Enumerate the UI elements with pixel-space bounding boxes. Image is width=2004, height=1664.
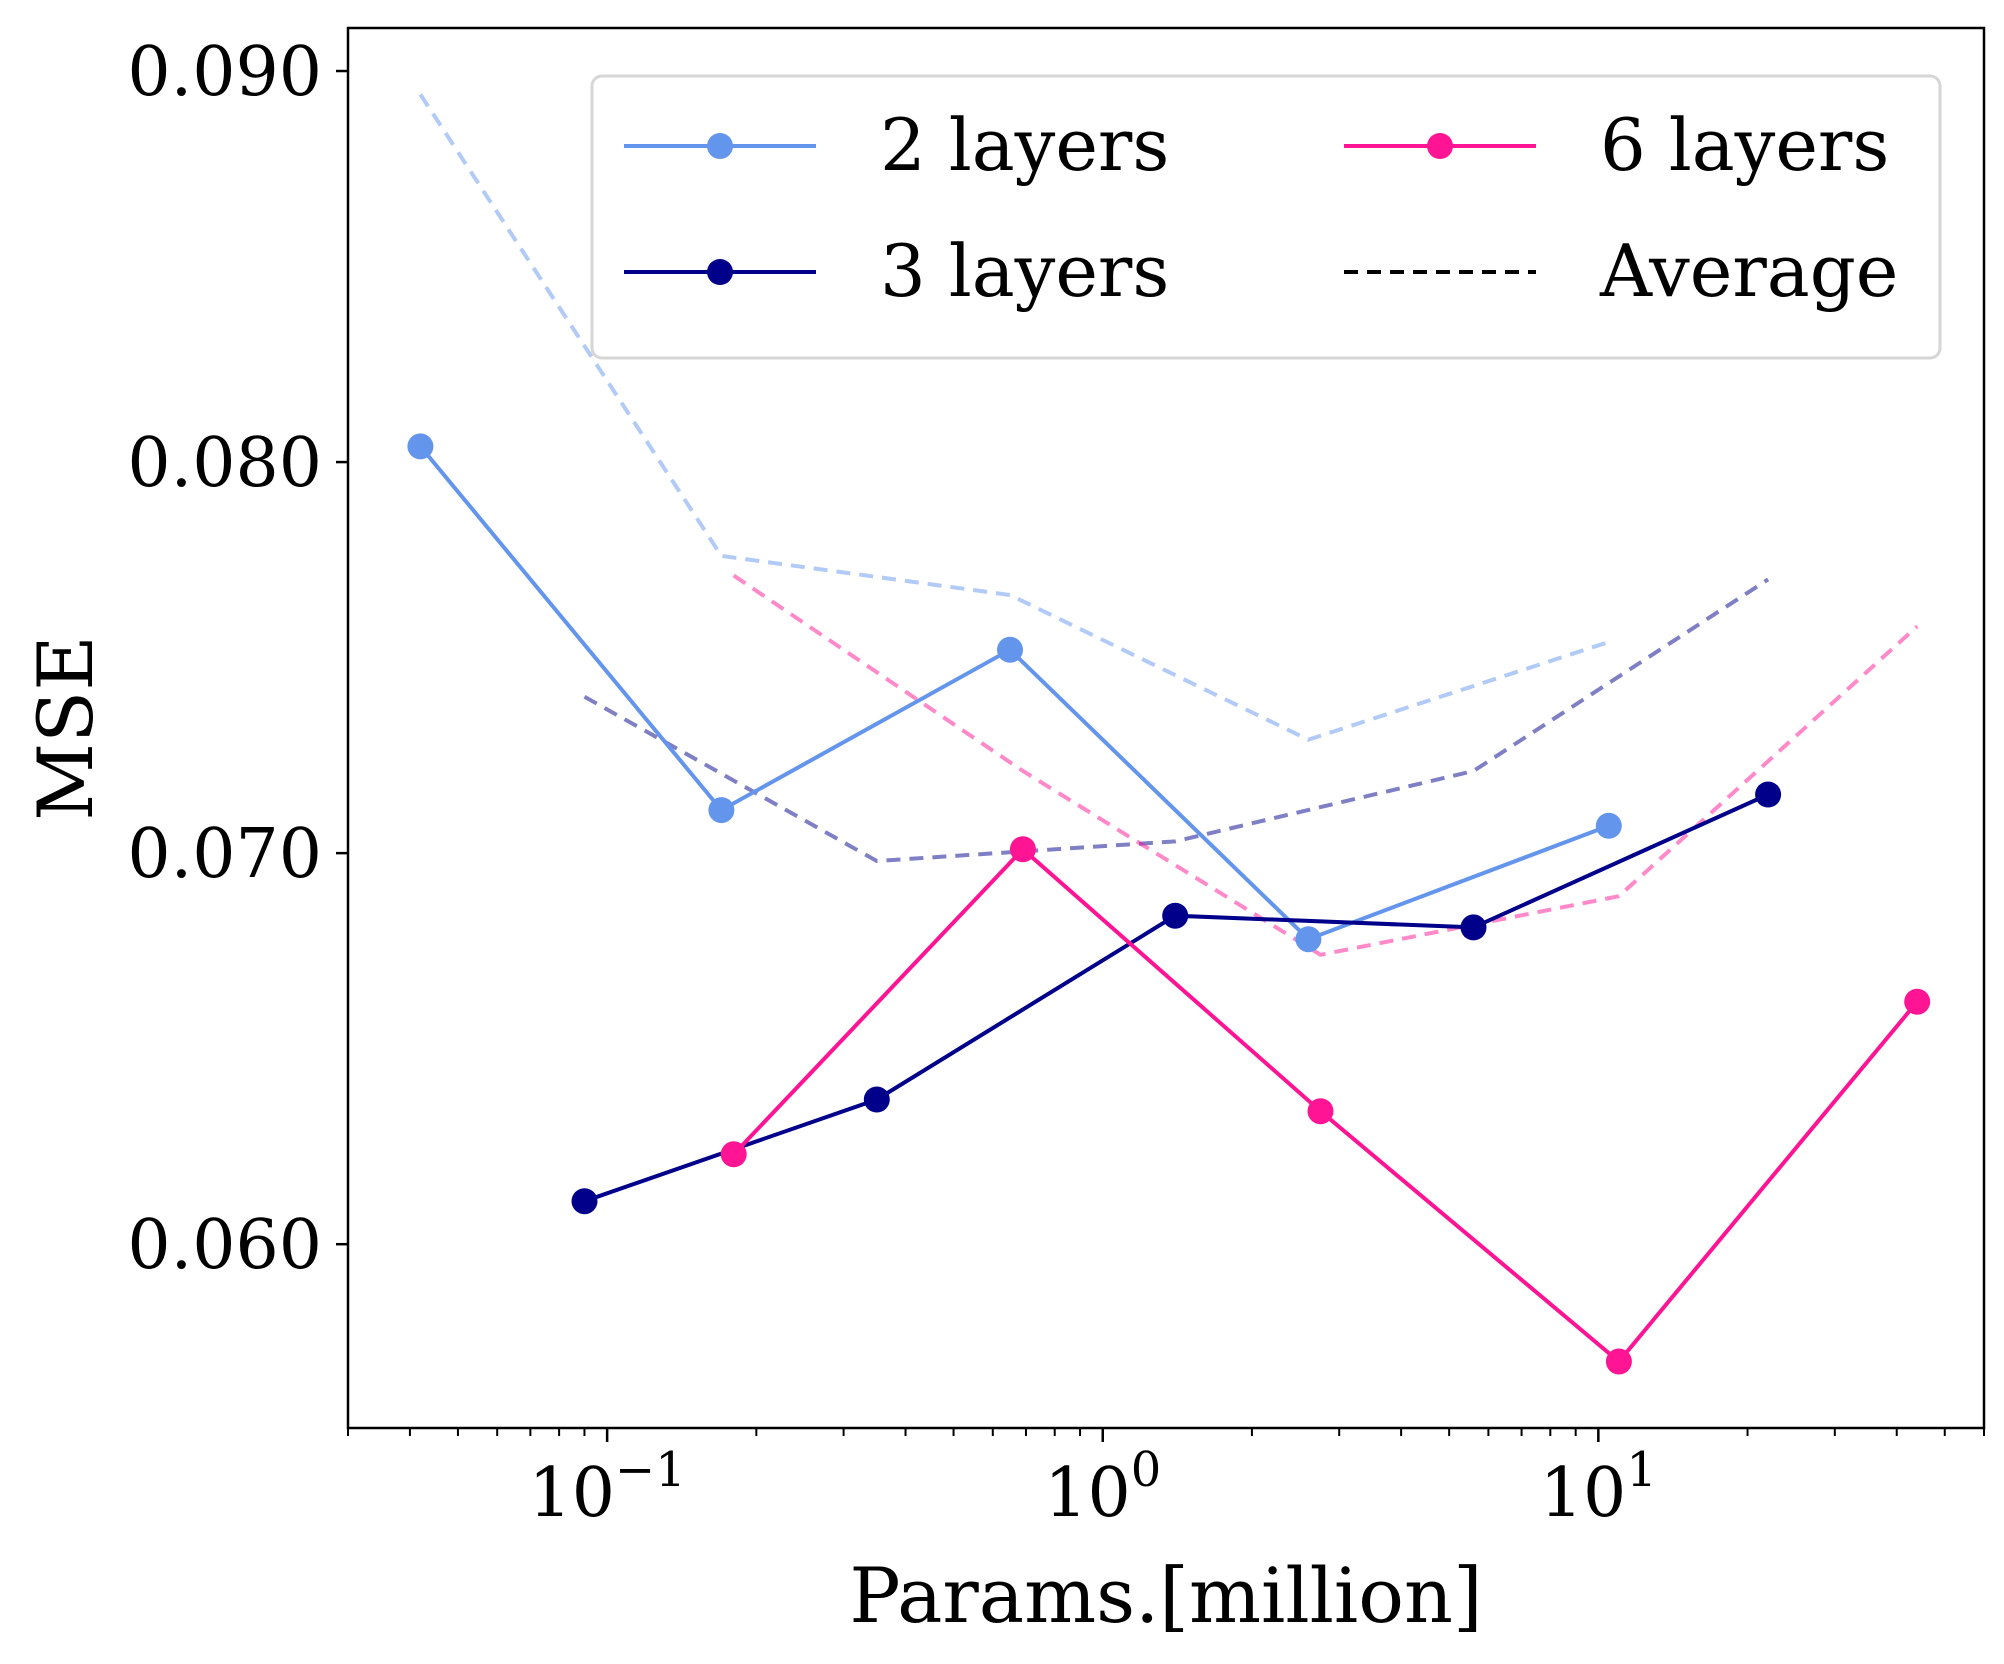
legend: 2 layers 6 layers 3 layers Average: [590, 74, 1942, 360]
x-tick-label: 10−1: [528, 1442, 685, 1533]
2-layers-legend-label: 2 layers: [880, 103, 1169, 187]
6-layers-point: [1904, 988, 1931, 1015]
3-layers-point: [1460, 914, 1487, 941]
2-layers-point: [708, 797, 735, 824]
x-axis-ticks: 10−1 100 101: [347, 1428, 1985, 1533]
2-layers-point: [1595, 812, 1622, 839]
2-layers-line: [418, 445, 1610, 942]
6-layers-point: [1009, 836, 1036, 863]
y-tick-label: 0.080: [127, 424, 322, 503]
6-layers-point: [720, 1141, 747, 1168]
y-tick-label: 0.090: [127, 33, 322, 112]
y-tick-label: 0.060: [127, 1206, 322, 1285]
x-axis-title: Params.[million]: [849, 1551, 1482, 1640]
x-tick-label: 100: [1044, 1442, 1161, 1533]
average-legend-label: Average: [1599, 229, 1898, 313]
6-layers-average-line: [732, 573, 1919, 957]
3-layers-legend-marker: [707, 259, 733, 285]
y-axis-title: MSE: [21, 635, 110, 820]
legend-box: [590, 74, 1942, 360]
3-layers-legend-label: 3 layers: [880, 229, 1169, 313]
2-layers-legend-marker: [707, 133, 733, 159]
6-layers-legend-label: 6 layers: [1600, 103, 1889, 187]
series-lines: [407, 433, 1931, 1375]
3-layers-line: [583, 792, 1769, 1204]
6-layers-legend-marker: [1427, 133, 1453, 159]
y-axis-ticks: 0.060 0.070 0.080 0.090: [127, 33, 348, 1285]
3-layers-point: [863, 1086, 890, 1113]
2-layers-point: [1295, 926, 1322, 953]
x-tick-label: 101: [1540, 1442, 1657, 1533]
y-tick-label: 0.070: [127, 815, 322, 894]
2-layers-point: [407, 433, 434, 460]
average-lines: [418, 93, 1919, 957]
6-layers-point: [1605, 1348, 1632, 1375]
3-layers-point: [1162, 902, 1189, 929]
3-layers-average-line: [583, 577, 1770, 864]
3-layers-point: [571, 1188, 598, 1215]
plot-frame: [346, 26, 1986, 1430]
2-layers-point: [997, 636, 1023, 663]
3-layers-point: [1755, 781, 1782, 808]
6-layers-point: [1307, 1098, 1334, 1125]
